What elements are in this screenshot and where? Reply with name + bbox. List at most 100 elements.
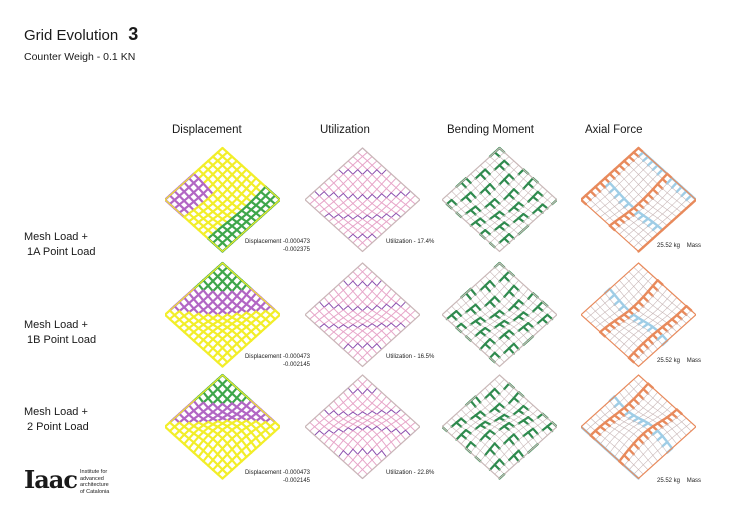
grid-segment xyxy=(484,275,490,281)
grid-segment xyxy=(371,228,377,235)
grid-segment xyxy=(351,280,358,287)
grid-segment xyxy=(371,173,377,180)
grid-segment xyxy=(676,421,682,426)
grid-segment xyxy=(632,320,639,325)
grid-segment xyxy=(235,342,243,350)
grid-segment xyxy=(604,307,610,313)
grid-segment xyxy=(647,312,653,318)
grid-segment xyxy=(347,295,353,302)
grid-segment xyxy=(220,177,228,186)
displacement-annotation-3: Displacement -0.000473 -0.002145 xyxy=(215,469,310,485)
grid-segment xyxy=(366,402,373,408)
grid-segment xyxy=(613,449,620,457)
diagram-border xyxy=(441,146,557,252)
grid-segment xyxy=(211,284,219,292)
grid-segment xyxy=(608,200,615,207)
grid-segment xyxy=(532,314,538,320)
grid-segment xyxy=(366,305,373,311)
grid-segment xyxy=(594,417,600,423)
displacement-3-line1: Displacement -0.000473 xyxy=(244,470,310,476)
grid-segment xyxy=(546,194,553,200)
diagram-border xyxy=(441,373,557,479)
grid-segment xyxy=(628,423,634,427)
grid-segment xyxy=(652,406,658,411)
grid-segment xyxy=(356,202,363,208)
grid-segment xyxy=(351,326,358,332)
grid-segment xyxy=(201,177,209,185)
grid-segment xyxy=(390,182,397,188)
grid-segment xyxy=(623,397,629,404)
grid-segment xyxy=(628,420,634,425)
grid-segment xyxy=(371,405,377,412)
grid-segment xyxy=(636,346,644,354)
grid-segment xyxy=(508,213,514,219)
grid-segment xyxy=(371,164,377,170)
grid-segment xyxy=(351,178,358,185)
grid-segment xyxy=(623,225,629,230)
grid-segment xyxy=(216,341,224,349)
grid-segment xyxy=(211,168,219,175)
grid-segment xyxy=(356,295,363,302)
grid-segment xyxy=(351,448,358,455)
grid-segment xyxy=(356,342,363,348)
grid-segment xyxy=(230,346,238,355)
grid-segment xyxy=(356,442,363,449)
grid-segment xyxy=(493,422,500,427)
grid-segment xyxy=(445,194,452,200)
grid-segment xyxy=(637,160,644,165)
grid-segment xyxy=(366,397,373,404)
grid-segment xyxy=(508,333,514,339)
grid-segment xyxy=(380,224,387,230)
grid-segment xyxy=(380,422,387,428)
grid-segment xyxy=(517,429,524,436)
diagram-border xyxy=(580,261,696,367)
displacement-annotation-1: Displacement -0.000473 -0.002375 xyxy=(215,238,310,254)
grid-segment xyxy=(656,405,663,411)
grid-segment xyxy=(361,193,368,200)
grid-segment xyxy=(366,453,373,461)
grid-segment xyxy=(380,201,387,207)
grid-segment xyxy=(211,441,219,450)
grid-segment xyxy=(479,295,485,301)
grid-segment xyxy=(632,351,640,359)
grid-segment xyxy=(632,188,639,195)
grid-segment xyxy=(230,274,238,282)
grid-segment xyxy=(503,402,509,408)
grid-segment xyxy=(366,155,373,161)
grid-segment xyxy=(323,296,329,304)
grid-segment xyxy=(676,429,682,434)
grid-segment xyxy=(656,201,663,207)
grid-segment xyxy=(356,233,363,239)
grid-segment xyxy=(318,300,325,308)
grid-segment xyxy=(395,427,401,435)
grid-segment xyxy=(366,432,373,439)
grid-segment xyxy=(489,164,495,170)
grid-segment xyxy=(230,279,238,287)
grid-segment xyxy=(395,212,401,217)
grid-segment xyxy=(604,212,610,218)
grid-segment xyxy=(390,441,397,449)
diagram-border xyxy=(164,261,280,367)
grid-segment xyxy=(503,214,509,219)
grid-segment xyxy=(240,302,248,310)
grid-segment xyxy=(473,204,481,212)
grid-segment xyxy=(489,320,495,325)
grid-segment xyxy=(313,198,320,205)
grid-segment xyxy=(375,304,382,310)
grid-segment xyxy=(646,284,654,293)
grid-segment xyxy=(375,409,382,415)
grid-segment xyxy=(361,410,368,415)
grid-segment xyxy=(460,437,466,444)
grid-segment xyxy=(230,197,238,205)
grid-segment xyxy=(244,425,252,433)
grid-segment xyxy=(366,448,373,455)
grid-segment xyxy=(489,270,495,277)
grid-segment xyxy=(671,424,677,429)
grid-segment xyxy=(337,330,344,336)
grid-segment xyxy=(604,437,610,443)
grid-segment xyxy=(356,420,363,424)
grid-segment xyxy=(225,289,233,298)
grid-segment xyxy=(617,216,625,224)
grid-segment xyxy=(652,433,658,440)
grid-segment xyxy=(671,437,677,444)
